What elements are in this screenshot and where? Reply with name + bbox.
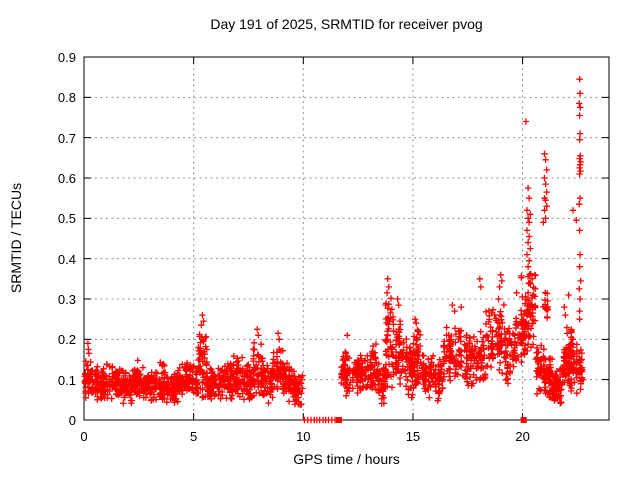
plot-border	[83, 56, 610, 421]
scatter-plus-markers	[81, 76, 587, 424]
y-tick-label: 0.4	[57, 251, 76, 267]
grid-lines	[84, 57, 609, 420]
x-tick-label: 20	[515, 429, 530, 444]
x-tick-label: 5	[190, 429, 198, 444]
chart-title: Day 191 of 2025, SRMTID for receiver pvo…	[210, 16, 483, 32]
y-tick-label: 0.8	[57, 90, 76, 106]
y-tick-label: 0.7	[57, 130, 76, 146]
x-tick-label: 15	[405, 429, 421, 444]
y-tick-label: 0.9	[57, 50, 76, 65]
y-axis-label: SRMTID / TECUs	[8, 182, 24, 294]
y-tick-label: 0.1	[57, 372, 76, 388]
y-tick-label: 0.5	[57, 211, 76, 227]
x-tick-label: 10	[296, 429, 311, 444]
scatter-square-marker	[336, 417, 343, 423]
y-tick-label: 0	[68, 413, 76, 428]
y-tick-label: 0.2	[57, 332, 76, 348]
x-tick-label: 0	[80, 429, 88, 444]
scatter-square-marker	[520, 417, 527, 423]
y-tick-label: 0.3	[57, 292, 76, 307]
y-tick-label: 0.6	[57, 171, 76, 186]
x-axis-label: GPS time / hours	[293, 451, 400, 467]
